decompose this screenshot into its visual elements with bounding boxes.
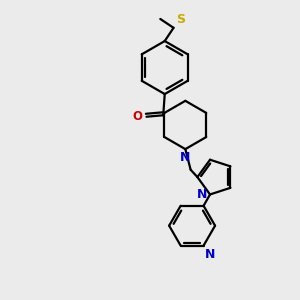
Text: N: N (180, 151, 190, 164)
Text: N: N (197, 188, 208, 201)
Text: O: O (133, 110, 142, 123)
Text: N: N (206, 248, 216, 261)
Text: S: S (176, 13, 185, 26)
